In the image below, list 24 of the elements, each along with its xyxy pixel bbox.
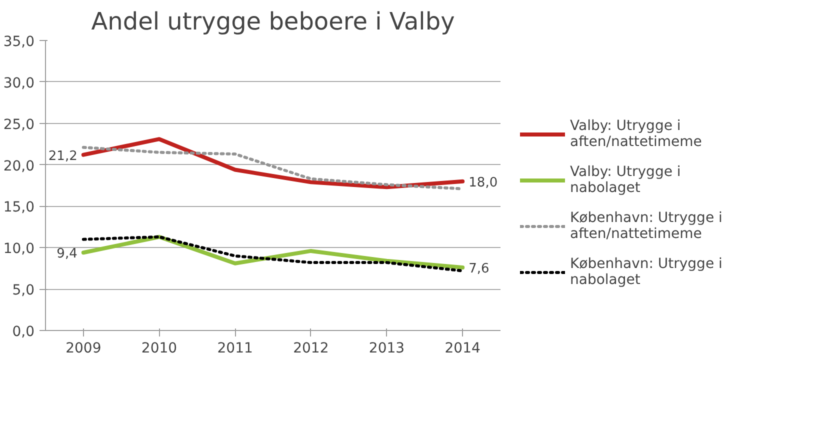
y-tick-label: 15,0 — [3, 200, 34, 216]
data-label: 7,6 — [468, 262, 490, 277]
legend-label: København: Utrygge i aften/nattetimeme — [570, 210, 722, 242]
y-tick-label: 5,0 — [12, 282, 34, 299]
y-tick-label: 10,0 — [3, 241, 34, 258]
data-label: 21,2 — [48, 148, 78, 164]
x-tick-label: 2014 — [444, 340, 480, 356]
x-tick-label: 2011 — [217, 340, 253, 356]
legend-label: Valby: Utrygge i aften/nattetimeme — [570, 118, 702, 150]
x-tick-label: 2009 — [66, 340, 102, 356]
y-tick-label: 25,0 — [3, 116, 34, 133]
legend-label: København: Utrygge i nabolaget — [570, 256, 722, 288]
y-tick-label: 20,0 — [3, 158, 34, 174]
x-tick-label: 2010 — [141, 340, 178, 356]
data-label: 18,0 — [468, 175, 498, 190]
chart-title: Andel utrygge beboere i Valby — [91, 8, 455, 36]
data-label: 9,4 — [56, 246, 78, 262]
y-tick-label: 35,0 — [3, 34, 34, 50]
line-series — [81, 137, 465, 190]
x-tick-label: 2012 — [293, 340, 329, 356]
y-tick-label: 30,0 — [3, 75, 34, 92]
legend-label: Valby: Utrygge i nabolaget — [570, 164, 681, 196]
y-tick-label: 0,0 — [12, 324, 34, 340]
x-tick-label: 2013 — [368, 340, 405, 356]
